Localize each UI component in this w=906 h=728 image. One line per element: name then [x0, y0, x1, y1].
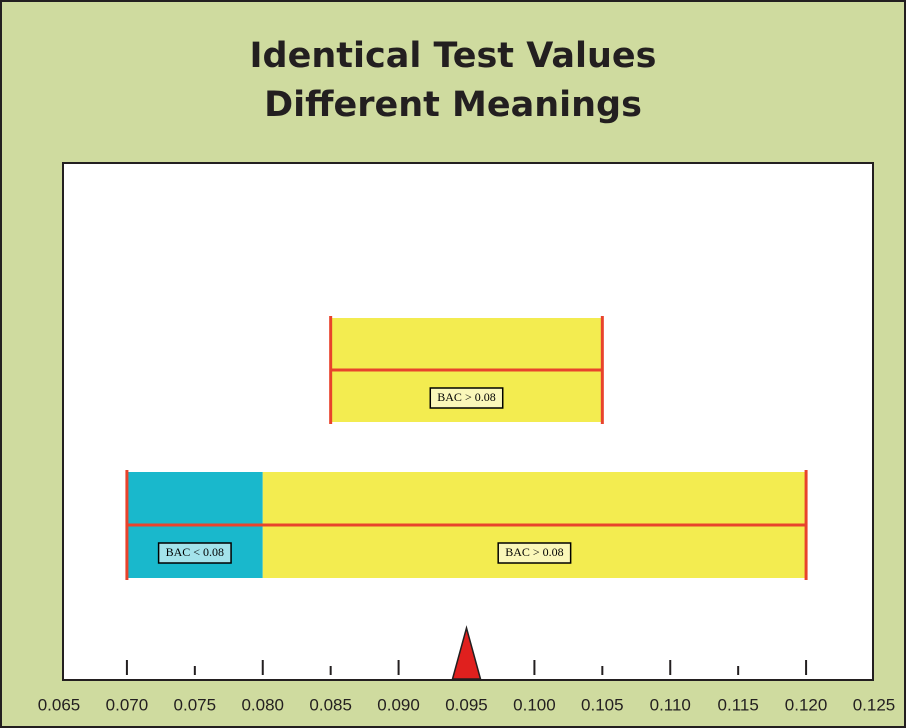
x-tick-label: 0.100: [513, 695, 556, 714]
x-tick-label: 0.085: [309, 695, 352, 714]
segment-label: BAC > 0.08: [505, 545, 563, 559]
x-tick-label: 0.110: [650, 695, 691, 714]
x-tick-label: 0.070: [106, 695, 149, 714]
label-box: [497, 542, 572, 564]
label-box: [157, 542, 232, 564]
test-marker: [451, 625, 482, 680]
x-tick-label: 0.105: [581, 695, 624, 714]
x-tick-label: 0.095: [445, 695, 488, 714]
chart-title: Identical Test Values: [250, 36, 657, 76]
x-tick-label: 0.120: [785, 695, 828, 714]
segment-label: BAC < 0.08: [166, 545, 224, 559]
x-tick-label: 0.080: [241, 695, 284, 714]
x-tick-label: 0.065: [38, 695, 81, 714]
segment-label: BAC > 0.08: [437, 390, 495, 404]
x-tick-label: 0.075: [174, 695, 217, 714]
chart-title: Different Meanings: [264, 85, 642, 125]
label-box: [429, 387, 504, 409]
x-tick-label: 0.115: [718, 695, 759, 714]
x-tick-label: 0.125: [853, 695, 896, 714]
x-tick-label: 0.090: [377, 695, 420, 714]
